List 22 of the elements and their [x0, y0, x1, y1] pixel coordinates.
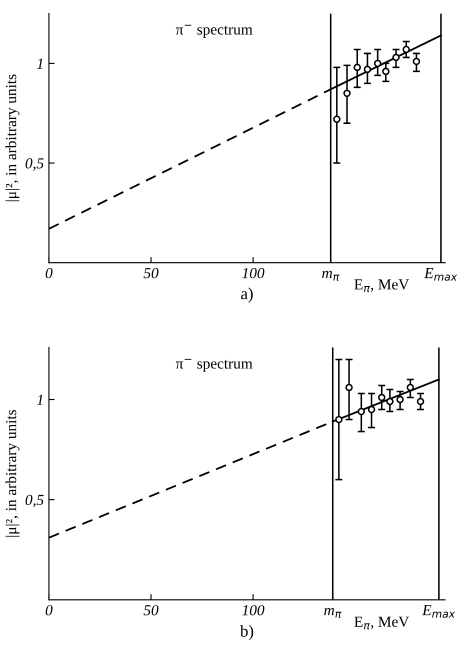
y-tick-label: 0,5	[26, 158, 44, 171]
y-tick-label: 1	[36, 58, 42, 69]
y-axis-title: |μ|², in arbitrary units	[6, 74, 20, 202]
text: π$^{−}$ spectrum	[176, 358, 252, 372]
text: b)	[240, 625, 254, 640]
x-axis-title: E$_{π}$, MeV	[354, 279, 410, 292]
x-tick-label: 0	[46, 268, 53, 278]
y-axis-title: |μ|², in arbitrary units	[6, 410, 20, 537]
x-tick-label: E$_{max}$	[424, 268, 458, 281]
x-tick-label: 50	[144, 605, 158, 616]
y-tick-label: 1	[36, 394, 42, 405]
x-tick-label: 100	[242, 268, 264, 278]
text: π$^{−}$ spectrum	[176, 24, 252, 38]
x-tick-label: m$_{π}$	[322, 270, 340, 281]
x-tick-label: E$_{max}$	[422, 605, 456, 618]
x-tick-label: 0	[46, 605, 53, 616]
text: a)	[241, 288, 253, 303]
x-axis-title: E$_{π}$, MeV	[354, 616, 410, 630]
x-tick-label: m$_{π}$	[324, 608, 342, 618]
x-tick-label: 100	[242, 605, 264, 616]
y-tick-label: 0,5	[26, 494, 44, 508]
x-tick-label: 50	[144, 268, 158, 278]
